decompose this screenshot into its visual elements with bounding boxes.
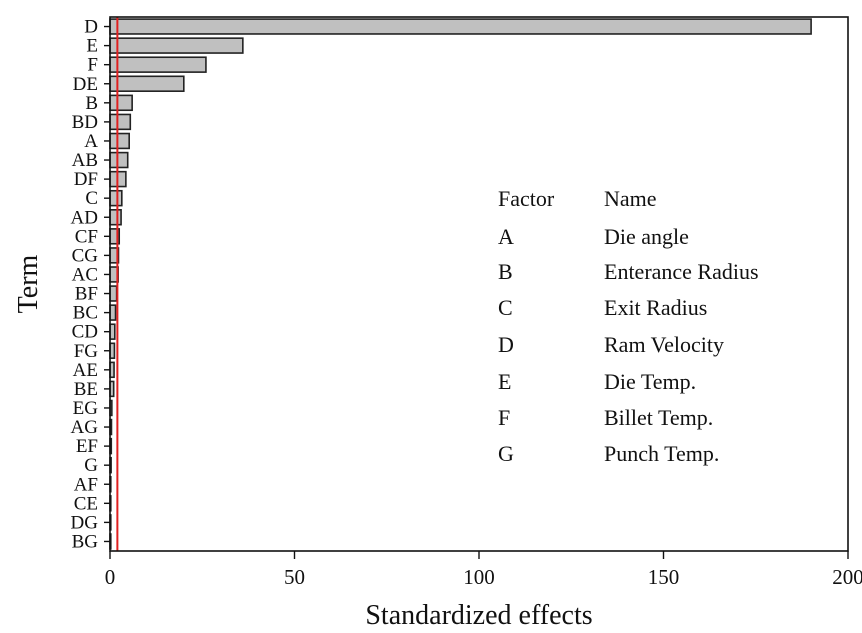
legend-header-name: Name xyxy=(604,186,657,211)
x-axis-title: Standardized effects xyxy=(365,600,592,631)
x-tick-label-200: 200 xyxy=(832,565,862,589)
y-label-cg: CG xyxy=(72,245,99,266)
y-label-dg: DG xyxy=(71,512,99,533)
x-tick-label-0: 0 xyxy=(105,565,116,589)
bar-f xyxy=(109,56,207,73)
legend-name-c: Exit Radius xyxy=(604,295,707,320)
legend-name-g: Punch Temp. xyxy=(604,441,719,466)
y-label-a: A xyxy=(84,131,98,152)
legend-name-a: Die angle xyxy=(604,224,689,249)
x-tick-label-50: 50 xyxy=(284,565,305,589)
legend-name-e: Die Temp. xyxy=(604,369,696,394)
y-label-ce: CE xyxy=(74,493,98,514)
bars-group xyxy=(109,18,812,550)
y-label-bd: BD xyxy=(72,112,98,133)
legend-factor-e: E xyxy=(498,369,511,394)
y-label-bg: BG xyxy=(72,531,99,552)
factor-legend: Factor Name A Die angle B Enterance Radi… xyxy=(498,186,759,466)
bar-bd xyxy=(109,113,132,131)
y-label-de: DE xyxy=(73,74,98,95)
y-label-df: DF xyxy=(74,169,98,190)
y-label-c: C xyxy=(85,188,98,209)
bar-bf xyxy=(109,285,118,302)
bar-c xyxy=(109,189,123,207)
legend-name-b: Enterance Radius xyxy=(604,259,759,284)
y-label-ab: AB xyxy=(72,150,98,171)
legend-factor-b: B xyxy=(498,259,513,284)
y-label-ad: AD xyxy=(71,207,98,228)
y-label-e: E xyxy=(86,36,98,57)
y-label-bc: BC xyxy=(73,303,98,324)
legend-header-factor: Factor xyxy=(498,186,555,211)
bar-d xyxy=(109,18,812,35)
plot-frame xyxy=(109,16,849,552)
y-label-cf: CF xyxy=(75,226,98,247)
legend-name-f: Billet Temp. xyxy=(604,405,713,430)
bar-e xyxy=(109,37,244,54)
y-label-b: B xyxy=(85,93,98,114)
y-label-ag: AG xyxy=(71,417,99,438)
bar-de xyxy=(109,75,185,92)
bar-bc xyxy=(109,304,117,321)
bar-ab xyxy=(109,151,129,169)
bar-a xyxy=(109,132,130,150)
legend-factor-d: D xyxy=(498,332,514,357)
y-label-ef: EF xyxy=(76,436,98,457)
y-label-bf: BF xyxy=(75,284,98,305)
x-tick-label-150: 150 xyxy=(648,565,680,589)
legend-factor-c: C xyxy=(498,295,513,320)
y-label-af: AF xyxy=(74,474,98,495)
y-label-d: D xyxy=(84,17,98,38)
x-tick-label-100: 100 xyxy=(463,565,495,589)
y-label-f: F xyxy=(87,55,98,76)
x-ticks: 0 50 100 150 200 xyxy=(105,551,862,589)
y-axis-title: Term xyxy=(13,254,44,313)
bar-b xyxy=(109,94,133,112)
legend-factor-g: G xyxy=(498,441,514,466)
y-label-g: G xyxy=(84,455,98,476)
bar-ad xyxy=(109,209,122,226)
legend-factor-a: A xyxy=(498,224,514,249)
y-label-be: BE xyxy=(74,379,98,400)
legend-name-d: Ram Velocity xyxy=(604,332,724,357)
y-label-cd: CD xyxy=(72,322,98,343)
y-category-labels: DEFDEBBDAABDFCADCFCGACBFBCCDFGAEBEEGAGEF… xyxy=(71,17,110,552)
y-label-eg: EG xyxy=(73,398,99,419)
y-label-ae: AE xyxy=(73,360,98,381)
y-label-ac: AC xyxy=(72,264,98,285)
y-label-fg: FG xyxy=(74,341,99,362)
legend-factor-f: F xyxy=(498,405,510,430)
